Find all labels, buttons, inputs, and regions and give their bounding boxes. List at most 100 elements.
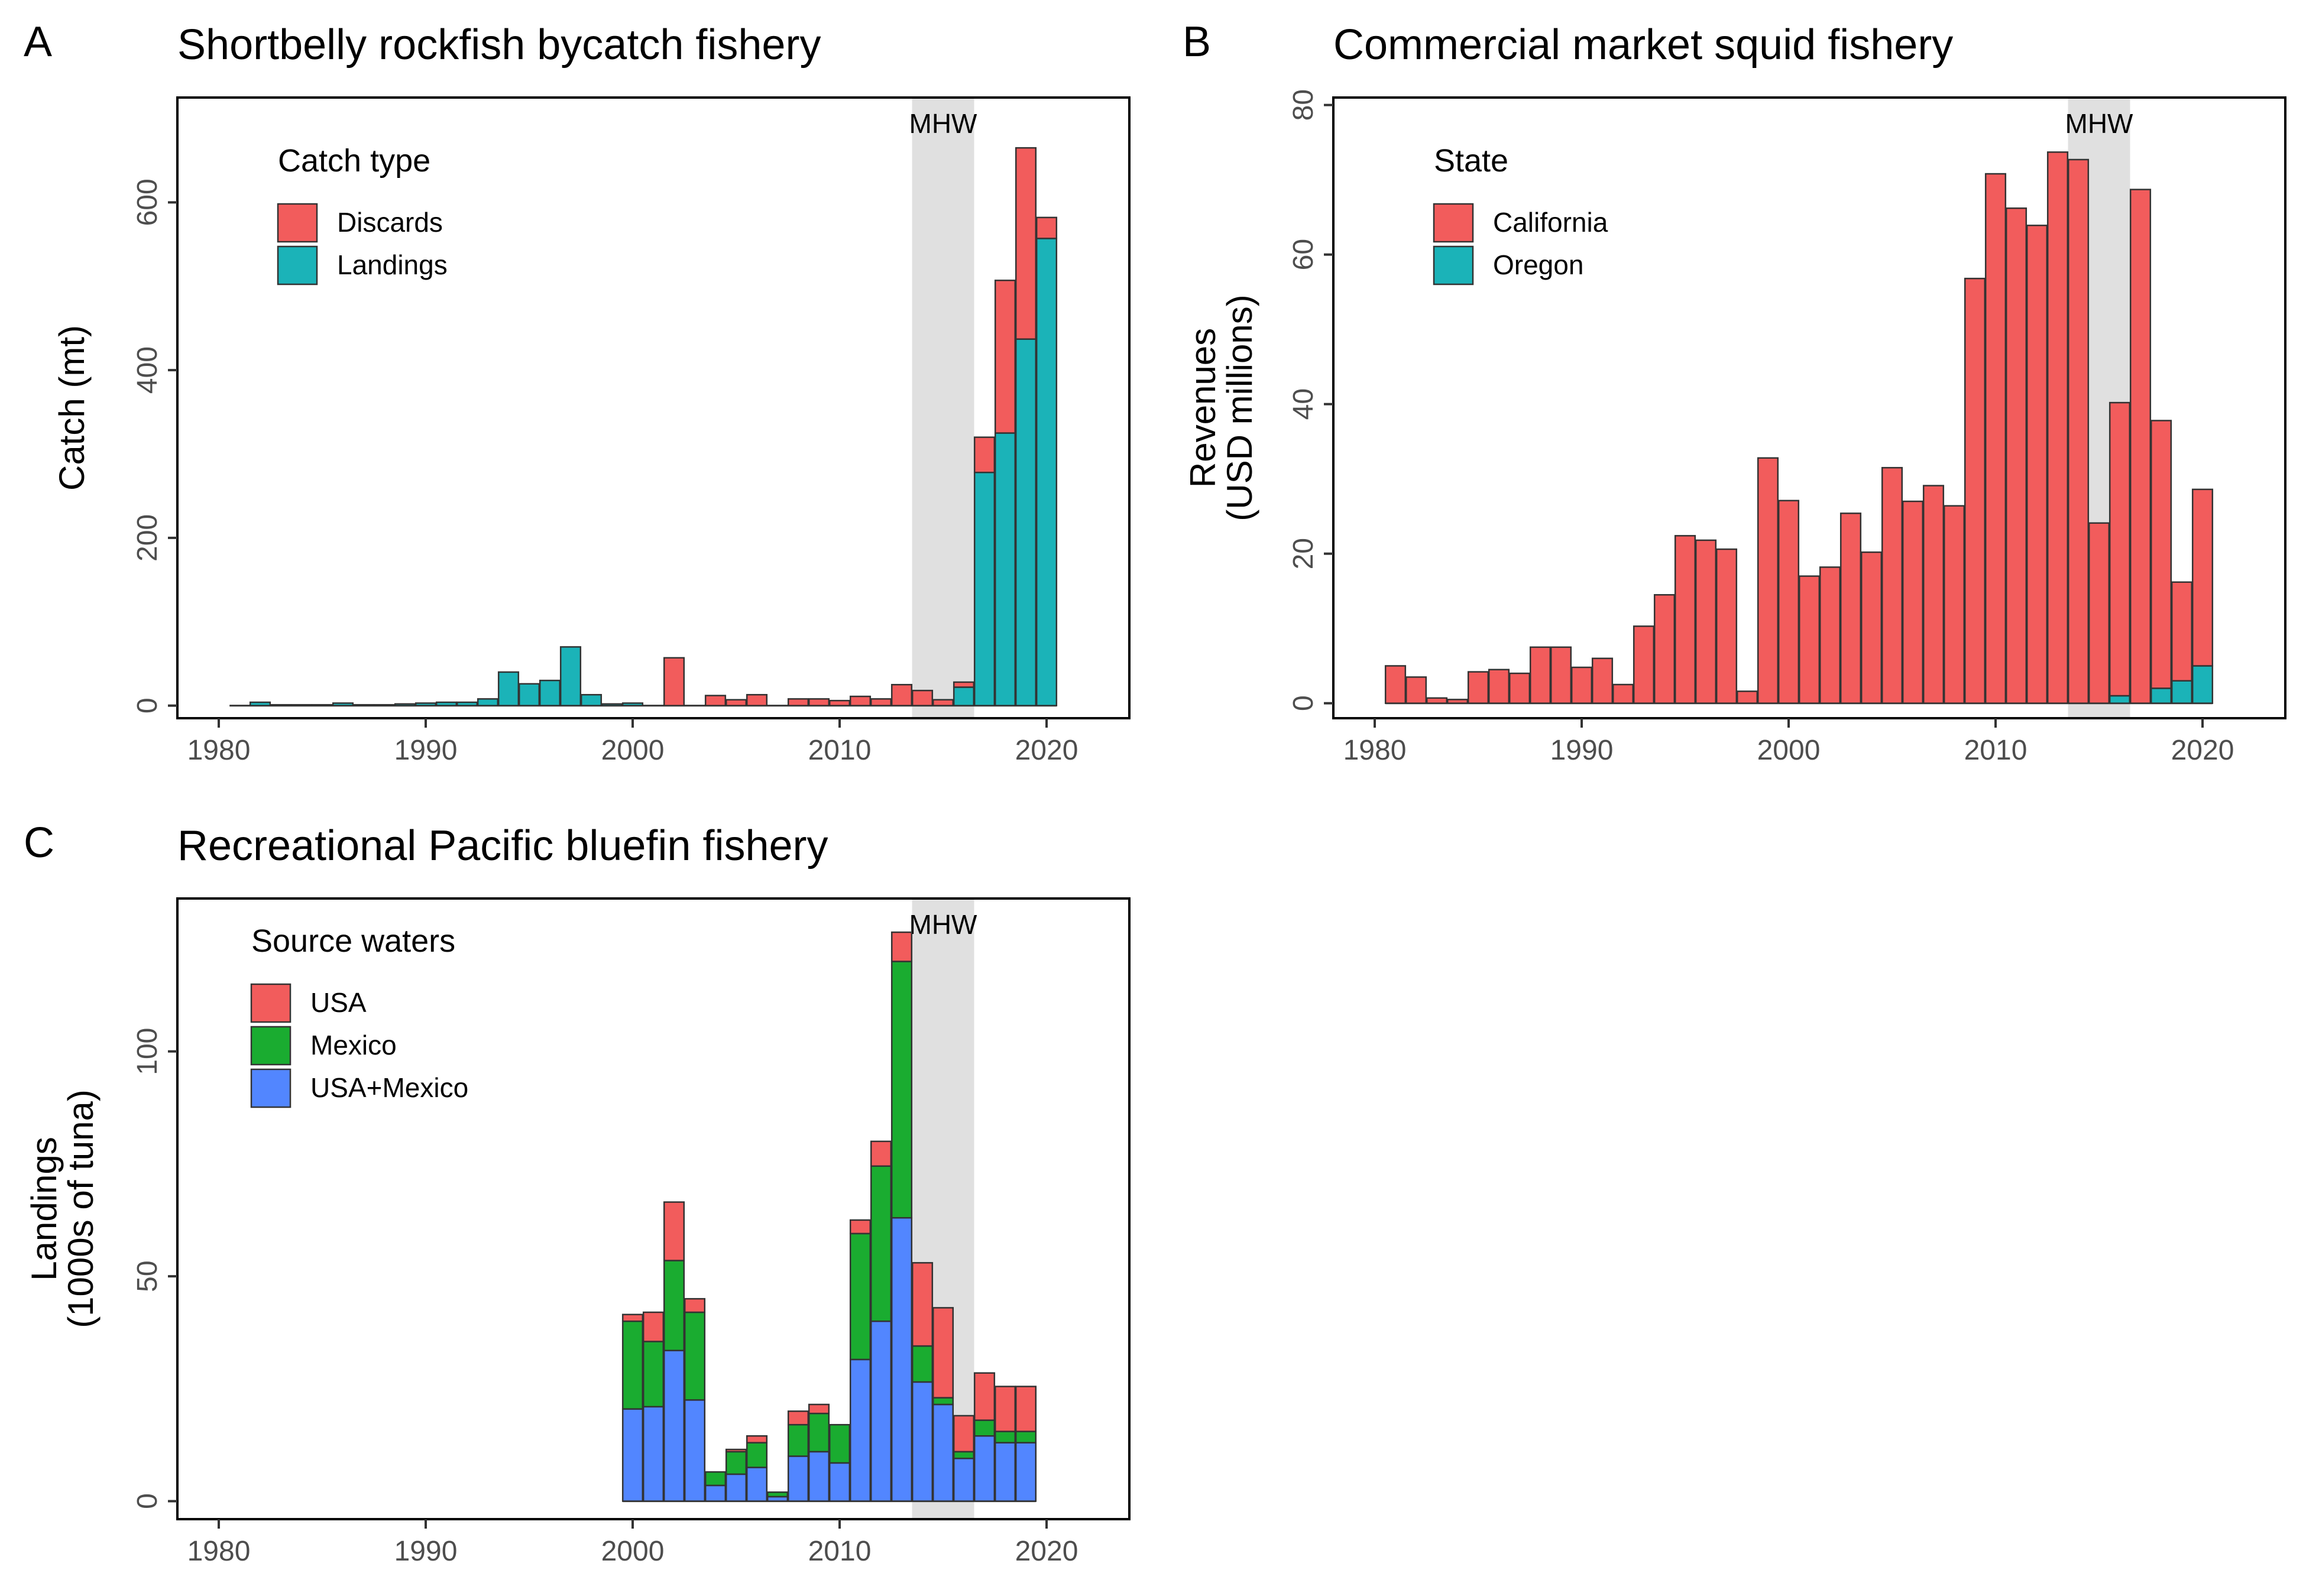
bar-usa-mexico xyxy=(890,1217,913,1502)
bar-landings xyxy=(435,701,458,706)
bar-landings xyxy=(621,702,644,706)
bar-discards xyxy=(973,436,996,473)
bar-california xyxy=(1943,505,1965,704)
chart-title: Shortbelly rockfish bycatch fishery xyxy=(177,21,821,69)
y-tick-label: 0 xyxy=(132,698,163,713)
bar-usa-mexico xyxy=(663,1350,685,1502)
bar-california xyxy=(1633,625,1655,704)
x-tick-label: 1990 xyxy=(394,735,458,766)
bar-discards xyxy=(870,698,892,706)
bar-california xyxy=(1570,666,1593,704)
bar-california xyxy=(1757,457,1779,704)
bar-usa xyxy=(808,1403,830,1415)
bar-mexico xyxy=(621,1320,644,1410)
bar-landings xyxy=(973,472,996,706)
bar-usa-mexico xyxy=(849,1358,872,1502)
y-axis-label: (USD millions) xyxy=(1220,294,1259,521)
y-tick-label: 40 xyxy=(1288,388,1319,420)
bar-oregon xyxy=(2191,665,2214,704)
bar-landings xyxy=(414,702,437,706)
legend-swatch xyxy=(250,983,292,1023)
bar-usa xyxy=(787,1410,809,1426)
mhw-label: MHW xyxy=(909,909,978,940)
legend-item: Landings xyxy=(337,249,448,280)
bar-usa-mexico xyxy=(828,1462,851,1502)
bar-usa xyxy=(621,1313,644,1322)
bar-usa xyxy=(973,1372,996,1421)
chart-title: Commercial market squid fishery xyxy=(1333,21,1953,69)
bar-california xyxy=(1902,500,1924,704)
bar-usa-mexico xyxy=(932,1403,954,1502)
bar-mexico xyxy=(828,1423,851,1464)
bar-discards xyxy=(1015,147,1037,340)
legend-item: Mexico xyxy=(310,1030,397,1060)
y-axis-label: Catch (mt) xyxy=(52,325,92,491)
bar-california xyxy=(1426,697,1448,704)
bar-usa xyxy=(1015,1386,1037,1432)
bar-mexico xyxy=(663,1260,685,1351)
bar-california xyxy=(1777,499,1800,704)
bar-usa-mexico xyxy=(787,1455,809,1502)
bar-usa-mexico xyxy=(911,1381,934,1502)
y-tick-label: 600 xyxy=(132,179,163,226)
x-tick-label: 1980 xyxy=(187,735,251,766)
panel-letter: C xyxy=(24,819,54,867)
mhw-label: MHW xyxy=(909,108,978,139)
x-tick-label: 2020 xyxy=(1015,1536,1078,1567)
legend-item: Discards xyxy=(337,207,443,238)
bar-landings xyxy=(249,701,271,706)
bar-usa-mexico xyxy=(1015,1442,1037,1502)
bar-california xyxy=(2046,151,2069,704)
bar-discards xyxy=(932,699,954,706)
mhw-label: MHW xyxy=(2065,108,2134,139)
bar-california xyxy=(1964,277,1986,704)
bar-landings xyxy=(559,646,582,706)
bar-oregon xyxy=(2109,695,2131,704)
bar-california xyxy=(2191,488,2214,667)
bar-usa xyxy=(684,1297,706,1313)
bar-california xyxy=(1860,551,1883,704)
bar-mexico xyxy=(746,1442,768,1468)
bar-usa xyxy=(746,1435,768,1443)
bar-usa xyxy=(870,1140,892,1167)
x-tick-label: 2020 xyxy=(2171,735,2234,766)
bar-discards xyxy=(787,698,809,706)
legend-swatch xyxy=(250,1026,292,1066)
y-tick-label: 100 xyxy=(132,1028,163,1075)
x-tick-label: 1980 xyxy=(187,1536,251,1567)
legend-title: Source waters xyxy=(251,923,455,959)
bar-mexico xyxy=(1015,1430,1037,1443)
bar-usa xyxy=(932,1307,954,1399)
bar-discards xyxy=(994,280,1016,434)
bar-mexico xyxy=(973,1419,996,1437)
bar-california xyxy=(1508,672,1531,704)
panel-letter: A xyxy=(24,18,52,66)
y-tick-label: 200 xyxy=(132,514,163,562)
bar-california xyxy=(2171,581,2193,682)
bar-usa-mexico xyxy=(684,1399,706,1502)
x-tick-label: 1980 xyxy=(1343,735,1407,766)
bar-usa-mexico xyxy=(973,1435,996,1502)
bar-discards xyxy=(704,695,727,706)
bar-california xyxy=(1674,535,1696,704)
bar-landings xyxy=(601,703,623,706)
legend-item: Oregon xyxy=(1493,249,1583,280)
legend-item: USA xyxy=(310,987,367,1018)
panel-letter: B xyxy=(1183,18,1211,66)
bar-oregon xyxy=(2171,680,2193,704)
bar-california xyxy=(2005,207,2028,704)
legend-swatch xyxy=(1433,203,1474,243)
bar-landings xyxy=(580,694,603,706)
bar-california xyxy=(1612,683,1634,704)
bar-mexico xyxy=(953,1451,975,1459)
bar-landings xyxy=(1035,238,1058,706)
bar-california xyxy=(1736,690,1758,704)
bar-california xyxy=(2026,225,2048,704)
y-tick-label: 80 xyxy=(1288,89,1319,121)
y-tick-label: 400 xyxy=(132,346,163,394)
bar-usa-mexico xyxy=(621,1408,644,1502)
legend-item: USA+Mexico xyxy=(310,1072,468,1103)
bar-landings xyxy=(1015,338,1037,706)
bar-california xyxy=(1695,539,1717,704)
